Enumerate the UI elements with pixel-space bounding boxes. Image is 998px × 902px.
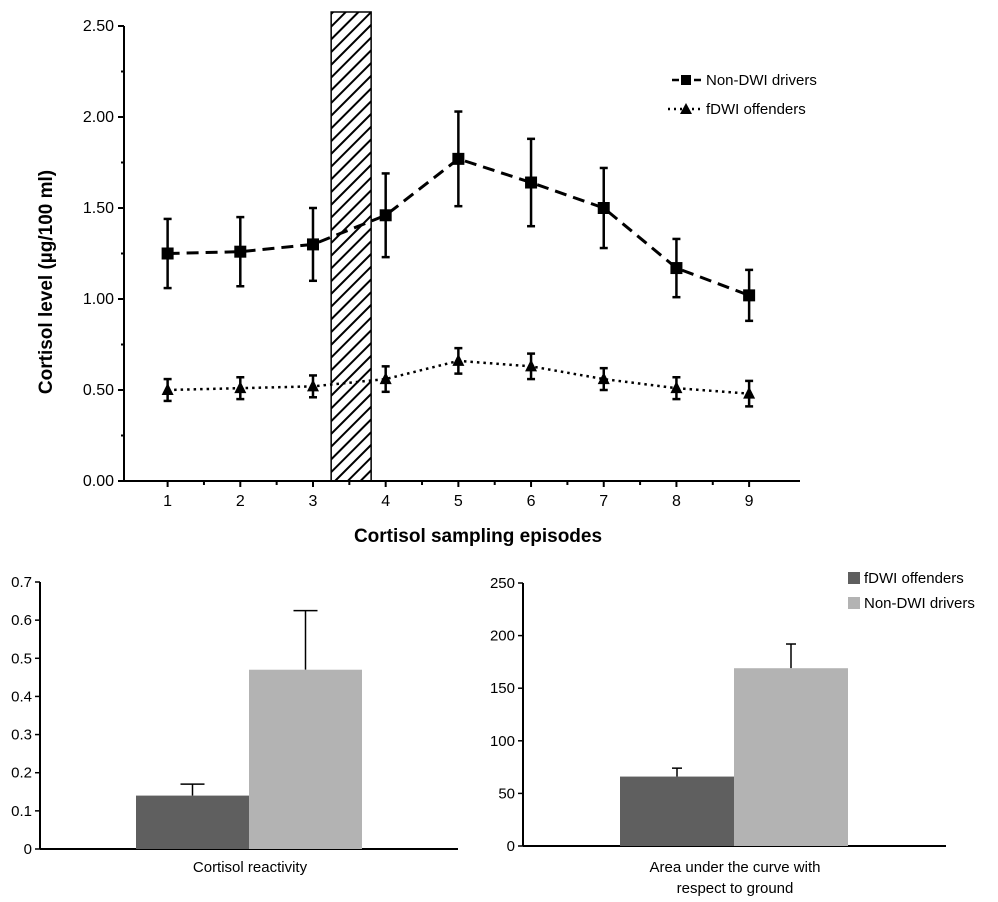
bar-y-tick-label: 0.2 xyxy=(11,765,32,782)
bar-chart-right-y-ticks: 0 50 100 150 200 250 xyxy=(490,575,523,855)
bar-y-tick-label: 250 xyxy=(490,575,515,592)
legend-entry-fdwi: fDWI offenders xyxy=(668,101,806,118)
data-point-square xyxy=(379,209,392,222)
legend-triangle-marker xyxy=(680,103,692,114)
bar-chart-cortisol-reactivity: 0 0.1 0.2 0.3 0.4 0.5 0.6 0.7 Cortisol reactivi… xyxy=(11,574,458,876)
line-chart-x-axis-title: Cortisol sampling episodes xyxy=(354,526,602,547)
data-point-triangle xyxy=(379,372,392,385)
bar-legend-label-non-dwi: Non-DWI drivers xyxy=(864,595,975,612)
bar-y-tick-label: 0.6 xyxy=(11,612,32,629)
data-point-square xyxy=(234,245,247,258)
data-point-triangle xyxy=(161,383,174,395)
x-tick-label: 1 xyxy=(163,493,172,510)
data-point-triangle xyxy=(743,386,756,399)
bar-y-tick-label: 0.5 xyxy=(11,650,32,667)
bar-chart-right-category-label-line-2: respect to ground xyxy=(677,880,794,897)
bar-fdwi-offenders xyxy=(136,795,249,849)
bar-chart-legend: fDWI offenders Non-DWI drivers xyxy=(848,570,975,612)
data-point-square xyxy=(597,202,610,214)
bar-legend-label-fdwi: fDWI offenders xyxy=(864,570,964,587)
bar-y-tick-label: 150 xyxy=(490,680,515,697)
legend-square-marker xyxy=(681,75,691,85)
bar-chart-right-category-label-line-1: Area under the curve with xyxy=(650,859,821,876)
x-tick-label: 8 xyxy=(672,493,681,510)
x-tick-label: 3 xyxy=(309,493,318,510)
bar-chart-left-category-label: Cortisol reactivity xyxy=(193,859,308,876)
bar-fdwi-offenders xyxy=(620,776,734,846)
data-point-square xyxy=(670,262,683,275)
series-line xyxy=(167,157,750,297)
y-tick-label: 2.50 xyxy=(83,18,114,35)
line-chart-cortisol-episodes: 0.00 0.50 1.00 1.50 2.00 2.50 1 2 3 4 5 6 7 8 9 Corti… xyxy=(36,11,817,547)
bar-y-tick-label: 50 xyxy=(498,785,515,802)
line-chart-y-ticks: 0.00 0.50 1.00 1.50 2.00 2.50 xyxy=(83,18,124,490)
series-fdwi-offenders xyxy=(161,346,756,408)
y-tick-label: 2.00 xyxy=(83,109,114,126)
data-point-triangle xyxy=(452,353,465,366)
bar-chart-right-bars xyxy=(620,643,848,846)
data-point-triangle xyxy=(670,381,683,394)
bar-y-tick-label: 0.7 xyxy=(11,574,32,591)
data-point-square xyxy=(306,238,319,251)
y-tick-label: 0.50 xyxy=(83,382,114,399)
bar-y-tick-label: 0.3 xyxy=(11,727,32,744)
x-tick-label: 6 xyxy=(527,493,536,510)
data-point-square xyxy=(161,247,174,260)
x-tick-label: 9 xyxy=(745,493,754,510)
bar-chart-left-bars xyxy=(136,609,362,849)
bar-chart-area-under-curve: 0 50 100 150 200 250 Area under the curve wit… xyxy=(490,570,975,897)
data-point-square xyxy=(452,152,465,165)
x-tick-label: 2 xyxy=(236,493,245,510)
bar-y-tick-label: 100 xyxy=(490,733,515,750)
y-tick-label: 1.50 xyxy=(83,200,114,217)
bar-y-tick-label: 200 xyxy=(490,628,515,645)
bar-non-dwi-drivers xyxy=(249,669,362,849)
series-non-dwi-drivers xyxy=(161,110,756,323)
data-point-square xyxy=(525,176,538,189)
data-point-triangle xyxy=(597,372,610,385)
data-point-triangle xyxy=(525,359,538,372)
y-tick-label: 1.00 xyxy=(83,291,114,308)
legend-swatch-non-dwi xyxy=(848,597,860,609)
legend-label-fdwi: fDWI offenders xyxy=(706,101,806,118)
x-tick-label: 7 xyxy=(599,493,608,510)
bar-non-dwi-drivers xyxy=(734,668,848,846)
legend-label-non-dwi: Non-DWI drivers xyxy=(706,72,817,89)
line-chart-x-ticks: 1 2 3 4 5 6 7 8 9 xyxy=(163,481,754,510)
y-tick-label: 0.00 xyxy=(83,473,114,490)
line-chart-series xyxy=(161,110,756,408)
line-chart-y-axis-title: Cortisol level (µg/100 ml) xyxy=(36,170,57,394)
x-tick-label: 4 xyxy=(381,493,390,510)
bar-y-tick-label: 0.1 xyxy=(11,803,32,820)
legend-swatch-fdwi xyxy=(848,572,860,584)
hatched-stress-region xyxy=(330,11,372,482)
data-point-triangle xyxy=(234,381,247,394)
bar-y-tick-label: 0.4 xyxy=(11,688,32,705)
line-chart-legend: Non-DWI drivers fDWI offenders xyxy=(668,72,817,118)
bar-y-tick-label: 0 xyxy=(24,841,32,858)
legend-entry-non-dwi: Non-DWI drivers xyxy=(672,72,817,89)
data-point-square xyxy=(743,289,756,302)
x-tick-label: 5 xyxy=(454,493,463,510)
data-point-triangle xyxy=(306,379,319,392)
bar-y-tick-label: 0 xyxy=(507,838,515,855)
bar-chart-left-y-ticks: 0 0.1 0.2 0.3 0.4 0.5 0.6 0.7 xyxy=(11,574,40,858)
